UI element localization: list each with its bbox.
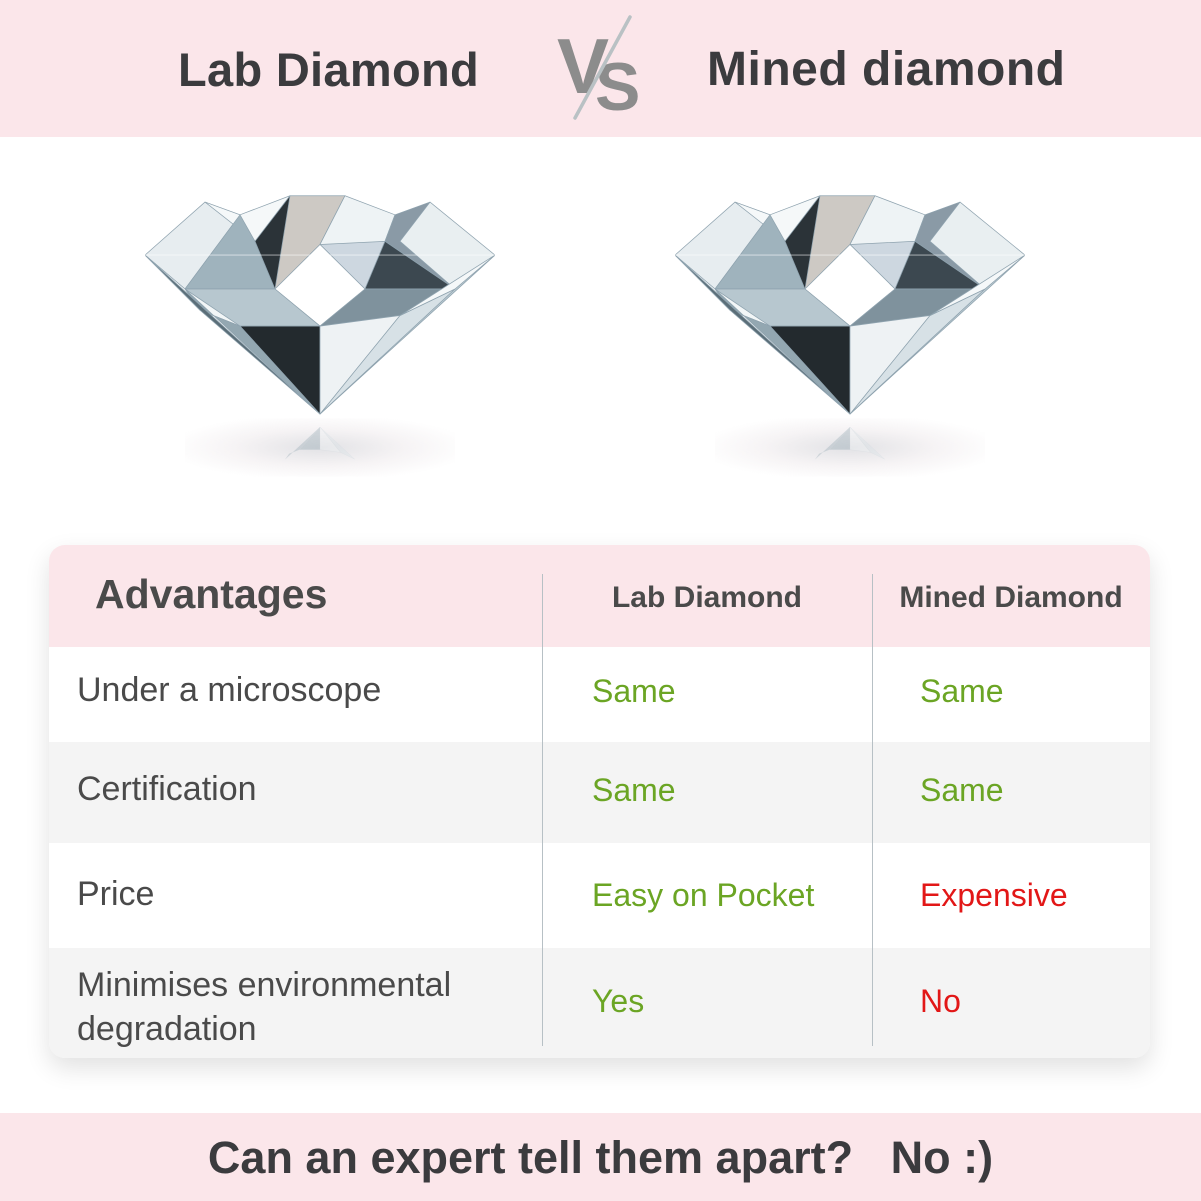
svg-text:S: S: [595, 49, 640, 120]
